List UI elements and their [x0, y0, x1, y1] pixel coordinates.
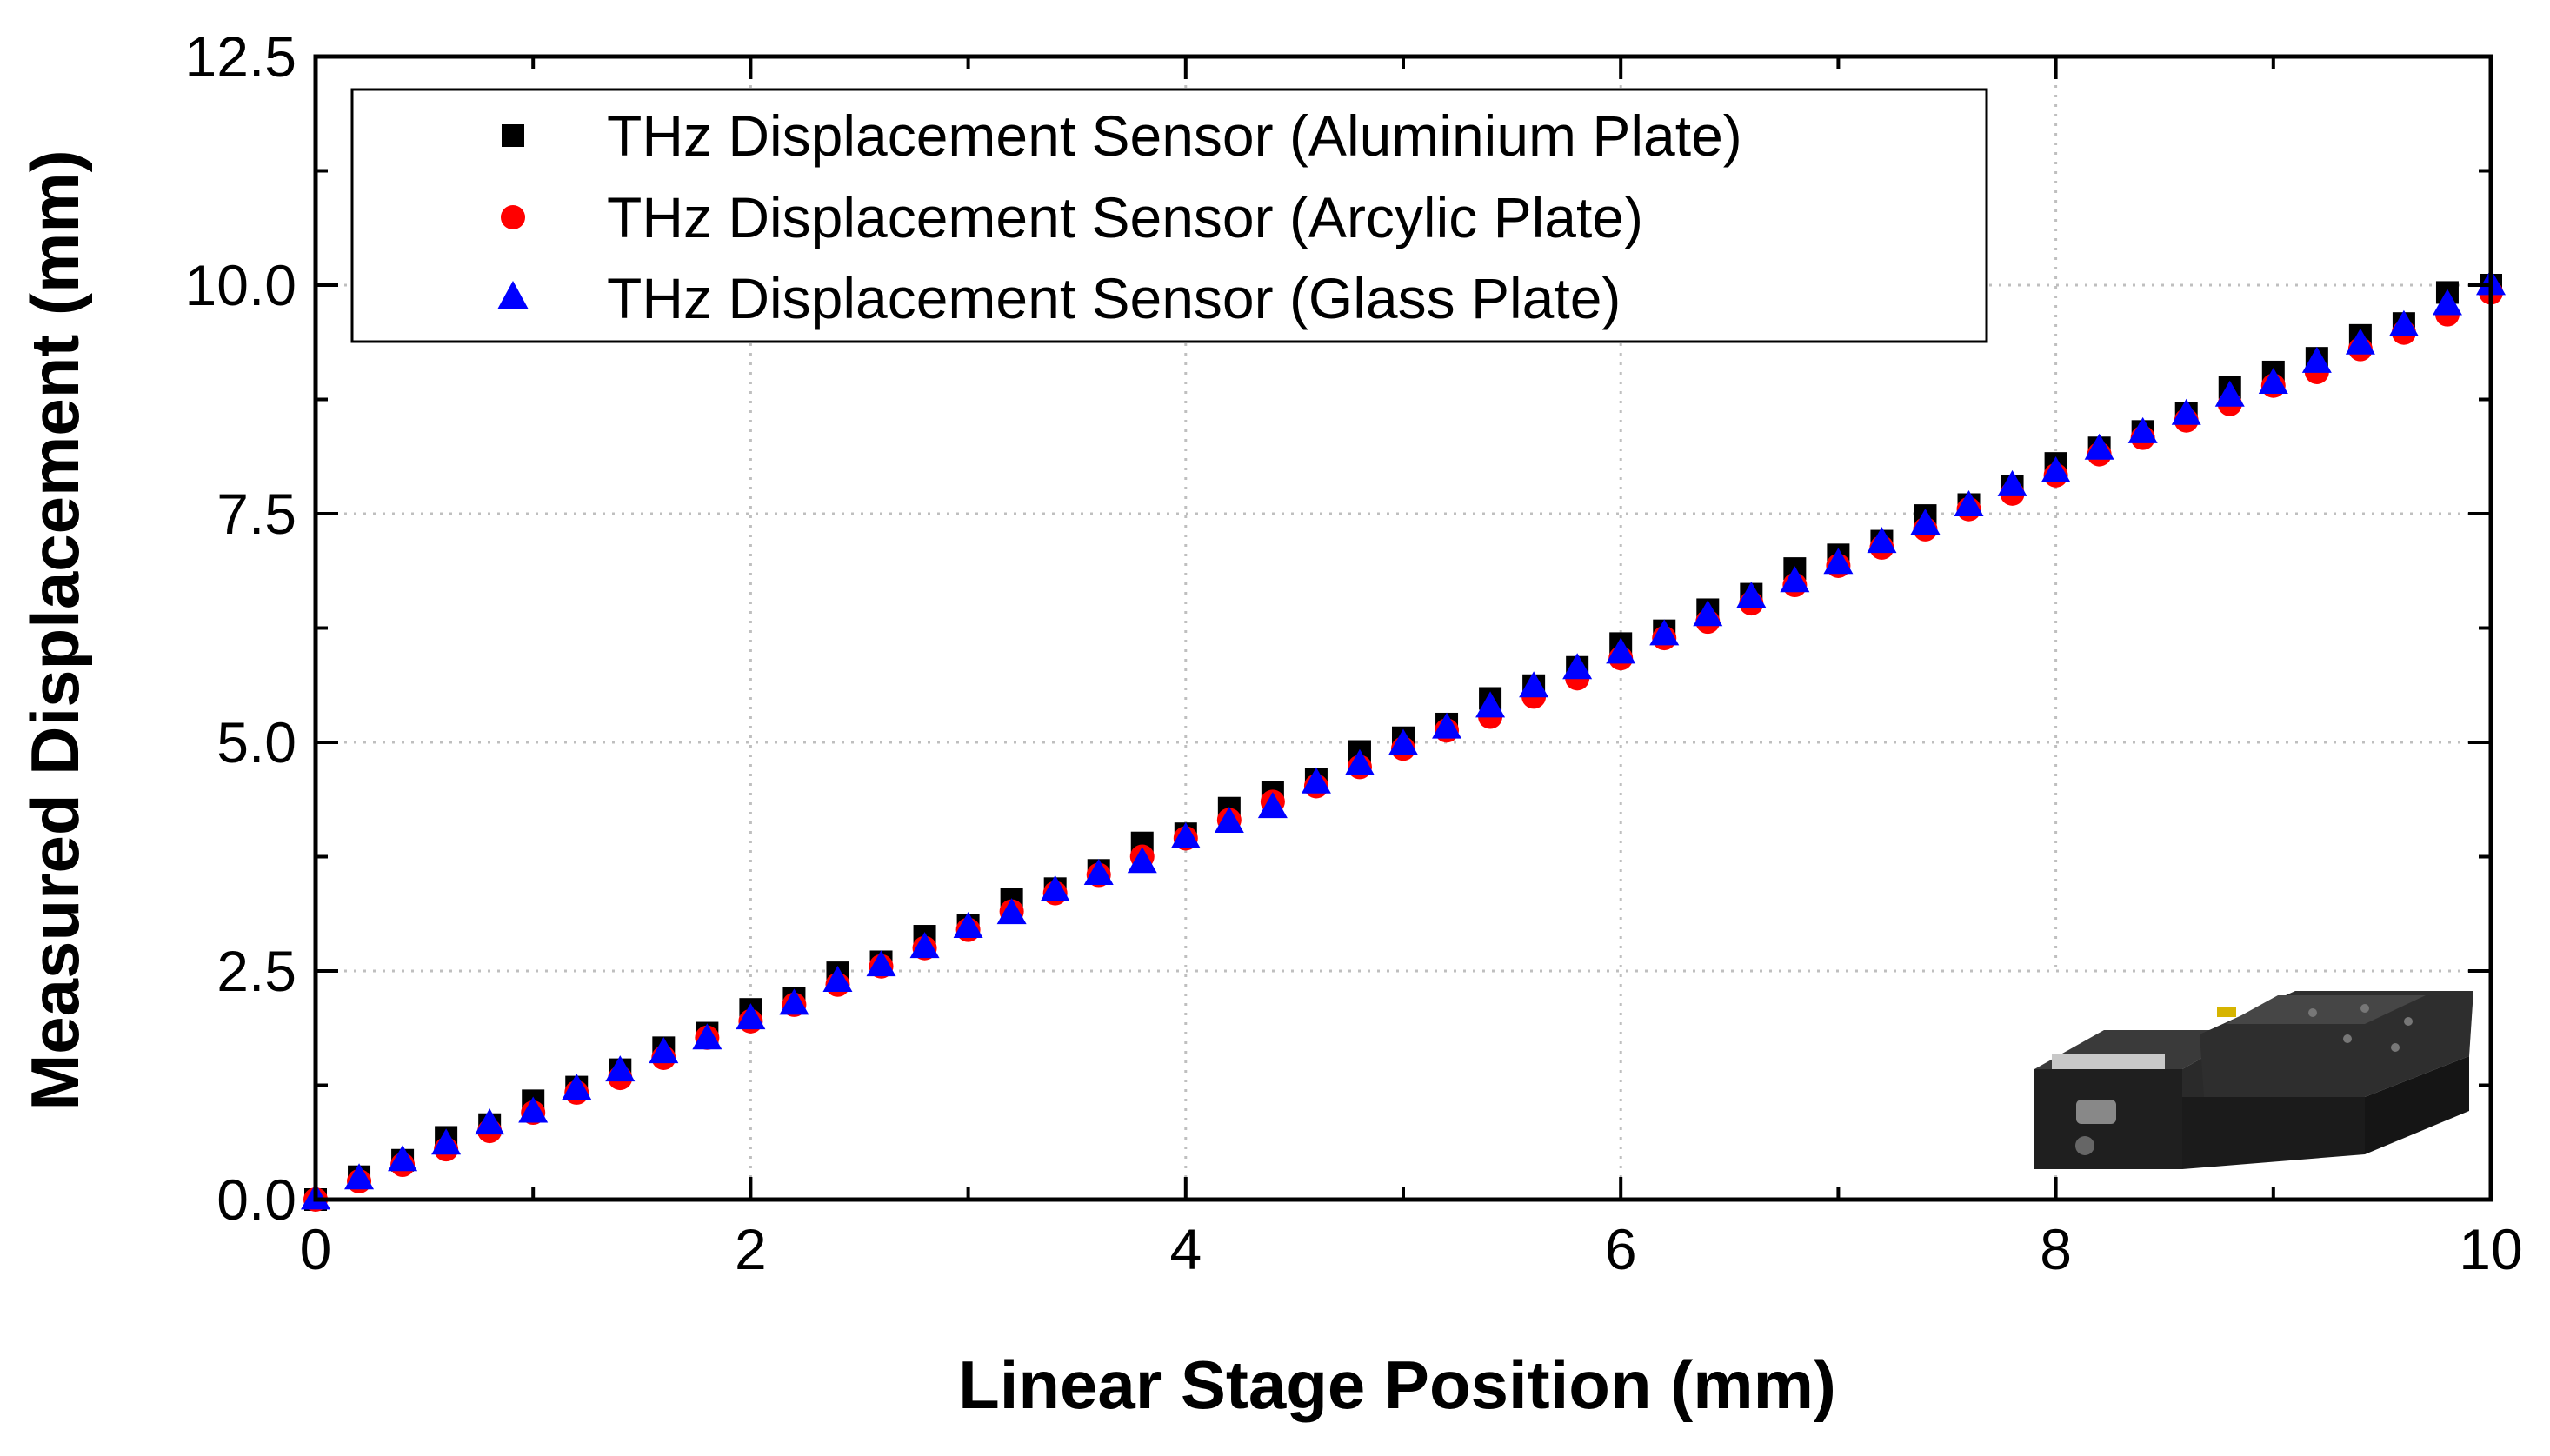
- glass-data-point: [1606, 637, 1636, 664]
- glass-data-point: [1432, 712, 1462, 739]
- glass-data-point: [1780, 566, 1810, 593]
- glass-data-point: [1170, 821, 1201, 848]
- glass-data-point: [1867, 527, 1897, 554]
- glass-data-point: [344, 1163, 375, 1190]
- glass-data-point: [2345, 328, 2375, 355]
- glass-data-point: [1388, 728, 1418, 755]
- glass-data-point: [2171, 398, 2201, 425]
- glass-data-point: [779, 988, 809, 1015]
- glass-data-point: [1083, 858, 1114, 885]
- glass-data-point: [1954, 489, 1984, 516]
- glass-data-point: [736, 1003, 766, 1030]
- legend-marker-square: [502, 124, 524, 147]
- legend-label: THz Displacement Sensor (Aluminium Plate…: [607, 103, 1742, 168]
- glass-data-point: [1693, 600, 1723, 627]
- y-tick-label: 5.0: [216, 710, 296, 775]
- linear-stage-inset-image: [2026, 974, 2478, 1175]
- glass-data-point: [2084, 433, 2114, 460]
- glass-data-point: [1127, 847, 1157, 874]
- y-tick-label: 7.5: [216, 482, 296, 546]
- y-tick-label: 2.5: [216, 939, 296, 1003]
- glass-data-point: [1344, 748, 1375, 775]
- glass-data-point: [1301, 767, 1331, 794]
- y-axis-title: Measured Displacement (mm): [17, 150, 93, 1110]
- x-tick-label: 4: [1169, 1217, 1202, 1281]
- x-tick-label: 2: [735, 1217, 767, 1281]
- glass-data-point: [475, 1108, 505, 1135]
- glass-data-point: [1736, 582, 1767, 608]
- glass-data-point: [866, 950, 896, 977]
- x-tick-label: 0: [300, 1217, 332, 1281]
- legend-box: [350, 88, 1988, 343]
- legend-marker-circle: [501, 205, 525, 229]
- glass-data-point: [1997, 469, 2027, 496]
- glass-data-point: [1519, 671, 1549, 698]
- x-axis-title: Linear Stage Position (mm): [958, 1346, 1836, 1423]
- y-tick-label: 12.5: [185, 24, 296, 89]
- glass-data-point: [649, 1037, 679, 1064]
- glass-data-point: [953, 911, 983, 938]
- glass-data-point: [2041, 456, 2071, 483]
- glass-data-point: [996, 898, 1027, 925]
- glass-data-point: [2388, 309, 2419, 336]
- legend-label: THz Displacement Sensor (Arcylic Plate): [607, 185, 1643, 249]
- legend-marker-triangle: [497, 281, 529, 309]
- legend-label: THz Displacement Sensor (Glass Plate): [607, 266, 1621, 330]
- glass-data-point: [518, 1096, 549, 1123]
- glass-data-point: [822, 966, 853, 993]
- glass-data-point: [2127, 416, 2158, 443]
- glass-data-point: [1910, 509, 1941, 535]
- glass-data-point: [2432, 289, 2462, 316]
- glass-data-point: [605, 1055, 636, 1082]
- x-tick-label: 6: [1605, 1217, 1637, 1281]
- glass-data-point: [1649, 619, 1680, 646]
- glass-data-point: [1562, 653, 1593, 680]
- glass-data-point: [1257, 792, 1288, 819]
- glass-data-point: [2258, 368, 2288, 395]
- glass-data-point: [2214, 380, 2245, 407]
- x-tick-label: 10: [2459, 1217, 2522, 1281]
- glass-data-point: [1475, 691, 1506, 718]
- glass-data-point: [562, 1074, 592, 1100]
- legend: THz Displacement Sensor (Aluminium Plate…: [350, 88, 1988, 343]
- y-tick-label: 10.0: [185, 253, 296, 317]
- glass-data-point: [909, 932, 940, 959]
- glass-data-point: [431, 1128, 462, 1155]
- glass-data-point: [388, 1145, 418, 1172]
- y-tick-label: 0.0: [216, 1167, 296, 1232]
- glass-data-point: [1823, 548, 1854, 575]
- data-markers: [301, 269, 2506, 1212]
- glass-data-point: [692, 1023, 722, 1050]
- axes: 0 2 4 6 8 10 0.0 2.5 5.0 7.5 10.0 12.5: [185, 24, 2523, 1281]
- glass-data-point: [1040, 874, 1070, 901]
- glass-data-point: [2301, 346, 2332, 373]
- x-tick-label: 8: [2040, 1217, 2072, 1281]
- glass-data-point: [1214, 806, 1244, 833]
